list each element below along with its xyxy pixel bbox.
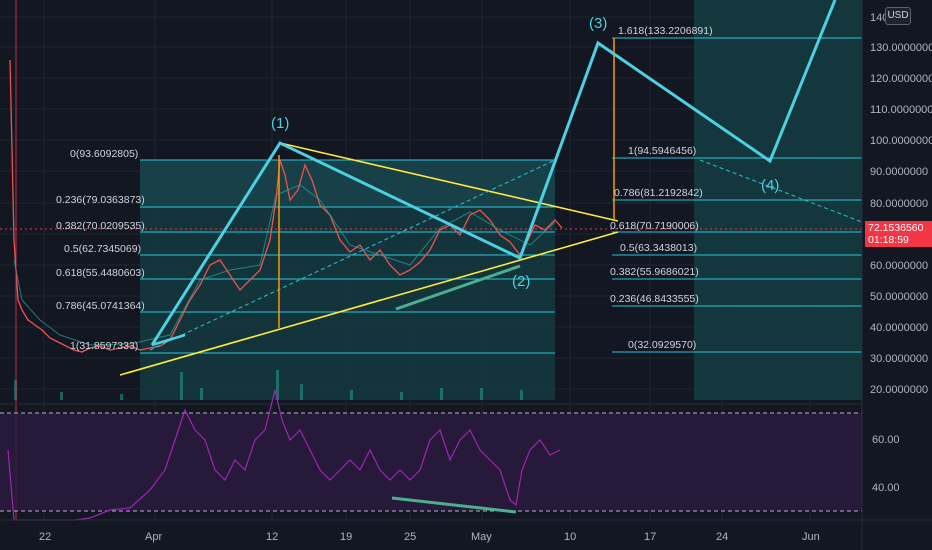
- wave-label-3: (3): [589, 15, 607, 32]
- price-tick-80: 80.0000000: [870, 198, 928, 210]
- wave-label-2: (2): [512, 273, 530, 290]
- fib-retr-level-0382: 0.382(70.0209535): [56, 220, 145, 232]
- fib-retracement-lines[interactable]: [140, 159, 555, 354]
- price-candles[interactable]: [9, 59, 563, 353]
- time-tick-jun: Jun: [802, 531, 820, 543]
- rsi-line[interactable]: [7, 389, 561, 521]
- fib-ext-level-0618: 0.618(70.7190006): [610, 220, 699, 232]
- currency-button[interactable]: USD: [885, 7, 911, 25]
- price-tick-140: 140: [870, 12, 888, 24]
- price-tick-30: 30.0000000: [870, 353, 928, 365]
- price-tick-130: 130.0000000: [870, 42, 932, 54]
- price-tick-40: 40.0000000: [870, 322, 928, 334]
- time-tick-may: May: [471, 531, 492, 543]
- bar-countdown: 01:18:59: [868, 234, 909, 246]
- fib-retr-level-0786: 0.786(45.0741364): [56, 300, 145, 312]
- fib-ext-level-1: 1(94.5946456): [628, 145, 696, 157]
- elliott-wave-path[interactable]: [150, 0, 837, 346]
- fib-retr-level-0618: 0.618(55.4480603): [56, 267, 145, 279]
- fib-retr-level-0236: 0.236(79.0363873): [56, 194, 145, 206]
- time-tick-19: 19: [340, 531, 352, 543]
- triangle-trendlines[interactable]: [119, 142, 619, 376]
- fib-ext-level-05: 0.5(63.3438013): [620, 242, 697, 254]
- rsi-tick-60: 60.00: [872, 434, 900, 446]
- rsi-tick-40: 40.00: [872, 482, 900, 494]
- wave-label-4: (4): [761, 177, 779, 194]
- price-tick-90: 90.0000000: [870, 166, 928, 178]
- current-price-value: 72.1536560: [868, 222, 924, 234]
- fib-ext-level-0382: 0.382(55.9686021): [610, 266, 699, 278]
- price-tick-120: 120.0000000: [870, 73, 932, 85]
- price-tick-20: 20.0000000: [870, 384, 928, 396]
- fib-extension-lines[interactable]: [612, 37, 862, 353]
- price-tick-110: 110.0000000: [870, 104, 932, 116]
- price-tick-50: 50.0000000: [870, 291, 928, 303]
- price-tick-100: 100.0000000: [870, 135, 932, 147]
- price-tick-60: 60.0000000: [870, 260, 928, 272]
- rsi-band: [0, 413, 862, 511]
- fib-retr-level-05: 0.5(62.7345069): [64, 243, 141, 255]
- fib-ext-level-1618: 1.618(133.2206891): [618, 25, 713, 37]
- current-price-badge: 72.1536560 01:18:59: [865, 221, 932, 247]
- fib-retr-level-0: 0(93.6092805): [70, 148, 138, 160]
- time-tick-22: 22: [39, 531, 51, 543]
- fib-ext-level-0: 0(32.0929570): [628, 339, 696, 351]
- time-tick-17: 17: [644, 531, 656, 543]
- time-tick-10: 10: [564, 531, 576, 543]
- time-tick-25: 25: [404, 531, 416, 543]
- fib-retr-level-1: 1(31.8597333): [70, 340, 138, 352]
- price-divergence-line[interactable]: [395, 264, 521, 311]
- fib-ext-level-0236: 0.236(46.8433555): [610, 293, 699, 305]
- wave-label-1: (1): [271, 115, 289, 132]
- measure-markers[interactable]: [278, 38, 615, 328]
- rsi-divergence-line[interactable]: [391, 496, 517, 514]
- fib-ext-level-0786: 0.786(81.2192842): [614, 187, 703, 199]
- time-tick-24: 24: [716, 531, 728, 543]
- time-tick-12: 12: [266, 531, 278, 543]
- time-tick-apr: Apr: [145, 531, 162, 543]
